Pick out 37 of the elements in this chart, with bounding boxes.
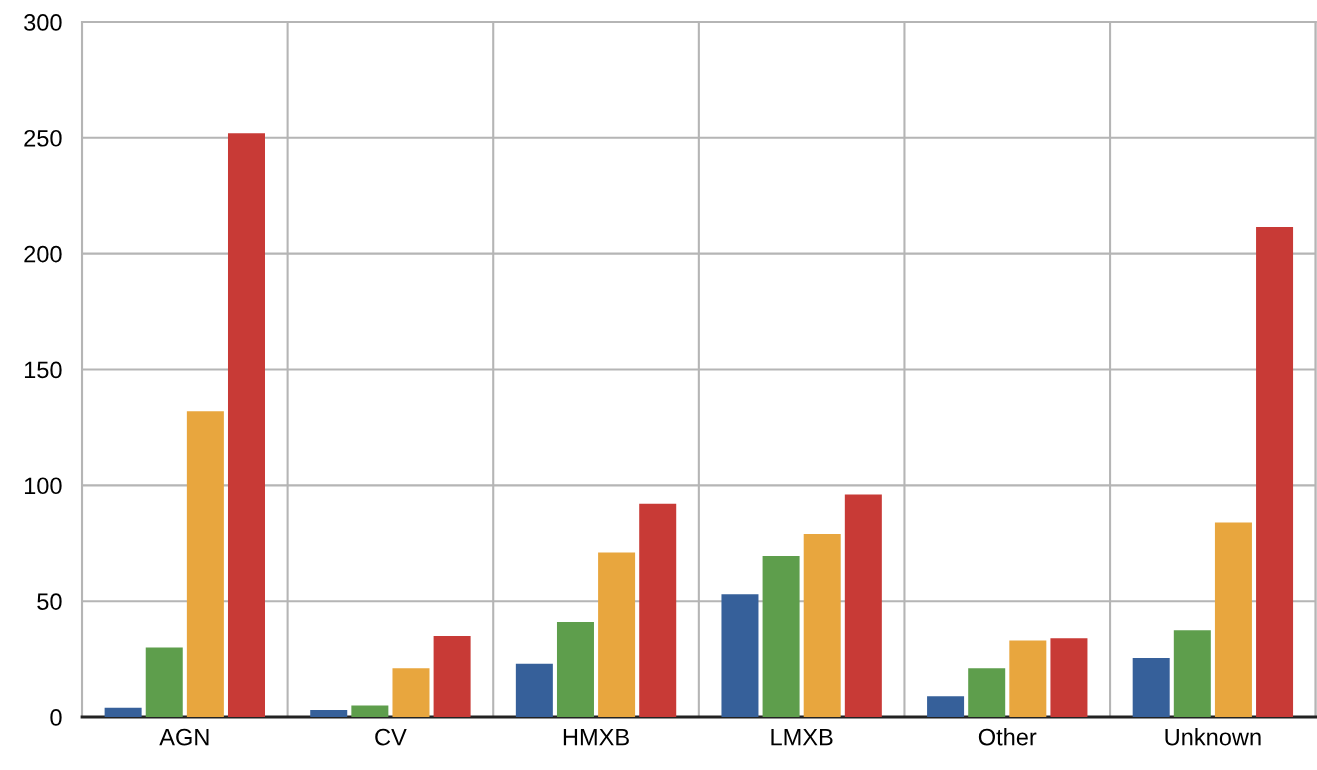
bar (639, 503, 677, 717)
bar (598, 552, 636, 717)
y-tick-label: 150 (24, 361, 62, 379)
bar (1214, 522, 1252, 717)
bar (227, 133, 265, 717)
bar (844, 494, 882, 717)
bar (310, 710, 348, 717)
x-tick-label: LMXB (771, 728, 833, 746)
bar (515, 663, 553, 717)
bar (433, 635, 471, 717)
bar (762, 555, 800, 717)
bar (186, 411, 224, 717)
bar (968, 668, 1006, 717)
x-tick-label: HMXB (563, 728, 629, 746)
bar (803, 533, 841, 717)
bar (556, 622, 594, 717)
bar (145, 647, 183, 717)
bar (1173, 630, 1211, 717)
y-tick-label: 100 (24, 477, 62, 495)
bar (721, 594, 759, 717)
y-tick-label: 0 (50, 709, 62, 726)
bar (351, 705, 389, 717)
x-tick-label: Other (978, 728, 1037, 746)
bar (1132, 657, 1170, 717)
bar (392, 668, 430, 717)
x-tick-label: CV (375, 728, 407, 746)
x-tick-label: Unknown (1165, 728, 1261, 746)
y-tick-label: 50 (37, 593, 62, 610)
bar (1009, 640, 1047, 717)
y-tick-label: 300 (24, 14, 62, 31)
bar (1256, 227, 1294, 717)
x-tick-label: AGN (159, 728, 209, 746)
y-tick-label: 250 (24, 129, 62, 147)
bar (104, 707, 142, 717)
bar (927, 696, 965, 717)
y-tick-label: 200 (24, 245, 62, 263)
bar (1050, 638, 1088, 717)
